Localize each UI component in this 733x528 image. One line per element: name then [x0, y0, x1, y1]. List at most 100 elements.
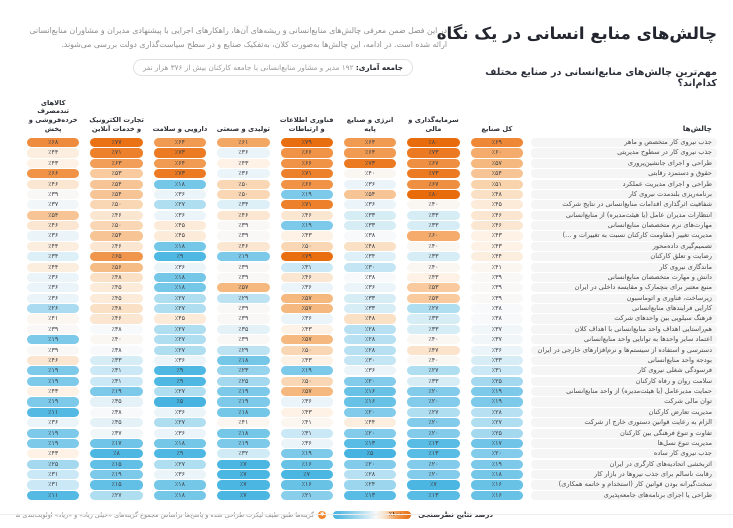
heatmap-cell: ٪۴۵ — [90, 293, 143, 303]
heatmap-cell: ٪۲۰ — [343, 428, 397, 438]
heatmap-cell: ٪۷ — [217, 490, 270, 500]
heatmap-cell: ٪۱۹ — [217, 438, 270, 449]
heatmap-cell: ٪۱۵ — [90, 459, 143, 469]
heatmap-cell: ٪۴۶ — [27, 355, 80, 366]
challenge-label: زیرساخت، فناوری و اتوماسیون — [531, 293, 717, 303]
heatmap-cell: ٪۱۹ — [217, 397, 270, 407]
challenge-label: توان مالی شرکت — [531, 397, 717, 407]
heatmap-cell: ٪۲۵ — [470, 428, 523, 438]
heatmap-cell: ٪۴۶ — [280, 272, 333, 283]
heatmap-cell: ٪۴۰ — [407, 335, 460, 345]
heatmap-cell: ٪۲۸ — [343, 345, 397, 355]
stat-badge-text: ۱۹۲ مدیر و مشاور منابع‌انسانی با جامعه ک… — [142, 62, 356, 72]
heatmap-cell: ٪۱۱ — [27, 490, 80, 500]
heatmap-cell: ٪۴۰ — [407, 355, 460, 366]
heatmap-cell: ٪۲۸ — [343, 335, 397, 345]
heatmap-cell: ٪۲۸ — [343, 324, 397, 334]
heatmap-cell: ٪۴۳ — [470, 241, 523, 251]
heatmap-cell: ٪۷۳ — [343, 158, 397, 168]
heatmap-section: چالش‌ها کل صنایع سرمایه‌گذاری و مالی انرژی … — [0, 89, 733, 501]
heatmap-cell: ٪۷۷ — [90, 138, 143, 148]
heatmap-cell: ٪۴۶ — [217, 210, 270, 220]
heatmap-cell: ٪۲۰ — [470, 449, 523, 459]
heatmap-cell: ٪۱۸ — [153, 490, 207, 500]
heatmap-cell: ٪۵۷ — [280, 387, 333, 397]
heatmap-cell: ٪۵۷ — [280, 293, 333, 303]
heatmap-cell: ٪۳۹ — [470, 272, 523, 283]
heatmap-cell: ٪۱۹ — [280, 189, 333, 200]
heatmap-cell: ٪۳۹ — [217, 231, 270, 241]
heatmap-cell: ٪۳۱ — [470, 366, 523, 376]
heatmap-cell: ٪۱۸ — [470, 470, 523, 480]
heatmap-cell: ٪۶۴ — [343, 148, 397, 158]
heatmap-cell: ٪۱۹ — [280, 449, 333, 459]
heatmap-cell: ٪۹ — [153, 252, 207, 262]
heatmap-cell: ٪۳۶ — [27, 283, 80, 293]
heatmap-cell: ٪۲۷ — [90, 490, 143, 500]
heatmap-cell: ٪۳۹ — [217, 262, 270, 272]
heatmap-cell: ٪۴۱ — [27, 314, 80, 324]
heatmap-cell: ٪۳۶ — [280, 438, 333, 449]
heatmap-cell: ٪۳۷ — [90, 428, 143, 438]
heatmap-cell: ٪۴۳ — [407, 272, 460, 283]
heatmap-cell: ٪۵۷ — [280, 304, 333, 314]
heatmap-cell: ٪۱۶ — [343, 397, 397, 407]
heatmap-cell: ٪۳۶ — [153, 210, 207, 220]
heatmap-cell: ٪۵۳ — [90, 169, 143, 179]
heatmap-cell: ٪۱۳ — [343, 490, 397, 500]
challenge-label: الزام به رعایت قوانین دستوری خارج از شرک… — [531, 418, 717, 428]
heatmap-cell: ٪۶۳ — [90, 158, 143, 168]
heatmap-cell: ٪۱۸ — [217, 428, 270, 438]
heatmap-cell: ٪۲۷ — [153, 304, 207, 314]
heatmap-cell: ٪۲۸ — [343, 470, 397, 480]
heatmap-cell: ٪۱۳ — [407, 438, 460, 449]
heatmap-cell: ٪۵۱ — [470, 179, 523, 189]
heatmap-cell: ٪۴۶ — [90, 314, 143, 324]
challenge-label: جذب نیروی کار ساده — [531, 449, 717, 459]
heatmap-cell: ٪۴۳ — [280, 231, 333, 241]
heatmap-cell: ٪۳۸ — [90, 345, 143, 355]
column-header-7: کالاهای تندمصرف خرده‌فروشی و پخش — [28, 98, 78, 133]
challenge-label: جذب نیروی کار متخصص و ماهر — [531, 138, 717, 148]
heatmap-cell: ٪۴۳ — [27, 387, 80, 397]
heatmap-cell: ٪۱۸ — [153, 179, 207, 189]
heatmap-cell: ٪۳۳ — [407, 314, 460, 324]
heatmap-cell: ٪۱۹ — [27, 335, 80, 345]
heatmap-cell: ٪۳۵ — [90, 418, 143, 428]
heatmap-cell: ٪۷ — [280, 470, 333, 480]
heatmap-cell: ٪۳۶ — [153, 428, 207, 438]
challenge-label: مدیریت تعارض کارکنان — [531, 407, 717, 417]
heatmap-cell: ٪۷۹ — [280, 252, 333, 262]
heatmap-cell: ٪۳۴ — [27, 252, 80, 262]
heatmap-cell: ٪۱۹ — [217, 387, 270, 397]
heatmap-cell: ٪۲۰ — [407, 470, 460, 480]
heatmap-cell: ٪۶۶ — [280, 158, 333, 168]
heatmap-cell: ٪۵۰ — [90, 221, 143, 231]
heatmap-cell: ٪۳۰ — [343, 262, 397, 272]
heatmap-cell: ٪۷ — [407, 480, 460, 490]
intro-block: در این فصل ضمن معرفی چالش‌های منابع‌انسا… — [16, 24, 447, 89]
heatmap-cell: ٪۲۷ — [153, 387, 207, 397]
heatmap-cell: ٪۵۰ — [280, 376, 333, 386]
heatmap-cell: ٪۱۹ — [27, 438, 80, 449]
heatmap-cell: ٪۶۴ — [153, 138, 207, 148]
heatmap-cell: ٪۳۳ — [90, 355, 143, 366]
heatmap-cell: ٪۵۰ — [90, 200, 143, 210]
challenge-label: دسترسی و استفاده از سیستم‌ها و نرم‌افزار… — [531, 345, 717, 355]
heatmap-cell: ٪۱۹ — [90, 470, 143, 480]
heatmap-cell: ٪۱۹ — [217, 252, 270, 262]
heatmap-cell: ٪۲۷ — [153, 459, 207, 469]
heatmap-cell: ٪۴۵ — [90, 283, 143, 293]
heatmap-cell: ٪۷۳ — [153, 148, 207, 158]
heatmap-cell: ٪۳۶ — [153, 262, 207, 272]
challenge-label: رضایت و تعلق کارکنان — [531, 252, 717, 262]
heatmap-cell: ٪۱۹ — [280, 366, 333, 376]
heatmap-cell: ٪۶۶ — [280, 179, 333, 189]
heatmap-cell: ٪۳۳ — [407, 324, 460, 334]
heatmap-cell: ٪۵ — [343, 449, 397, 459]
intro-paragraph: در این فصل ضمن معرفی چالش‌های منابع‌انسا… — [29, 26, 447, 50]
heatmap-cell: ٪۵۰ — [217, 189, 270, 200]
heatmap-cell: ٪۳۳ — [407, 252, 460, 262]
heatmap-cell: ٪۲۵ — [217, 376, 270, 386]
heatmap-cell: ٪۳۹ — [27, 324, 80, 334]
